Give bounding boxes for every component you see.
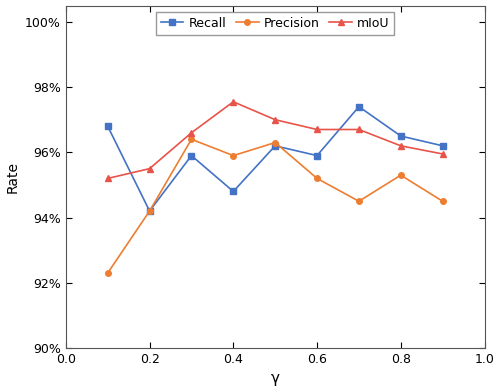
X-axis label: γ: γ — [270, 372, 280, 387]
Precision — [104, 270, 110, 275]
Precision — [146, 209, 152, 213]
Recall — [314, 153, 320, 158]
mIoU — [440, 152, 446, 156]
mIoU — [356, 127, 362, 132]
mIoU — [146, 166, 152, 171]
Recall — [398, 134, 404, 138]
Recall — [440, 143, 446, 148]
mIoU — [398, 143, 404, 148]
Precision — [314, 176, 320, 181]
Y-axis label: Rate: Rate — [6, 161, 20, 193]
Precision — [230, 153, 236, 158]
Recall — [188, 153, 194, 158]
mIoU — [104, 176, 110, 181]
Recall — [104, 124, 110, 129]
Recall — [272, 143, 278, 148]
Recall — [146, 209, 152, 213]
Precision — [272, 140, 278, 145]
Line: Recall: Recall — [105, 104, 446, 214]
Precision — [440, 199, 446, 203]
Precision — [398, 173, 404, 178]
mIoU — [314, 127, 320, 132]
Line: mIoU: mIoU — [104, 98, 446, 182]
mIoU — [230, 100, 236, 104]
mIoU — [188, 131, 194, 135]
Legend: Recall, Precision, mIoU: Recall, Precision, mIoU — [156, 12, 394, 35]
Line: Precision: Precision — [105, 136, 446, 276]
Precision — [188, 137, 194, 142]
Recall — [230, 189, 236, 194]
Recall — [356, 104, 362, 109]
Precision — [356, 199, 362, 203]
mIoU — [272, 117, 278, 122]
